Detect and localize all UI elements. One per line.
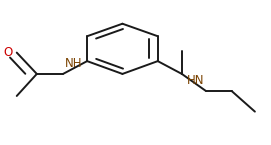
Text: HN: HN	[187, 74, 204, 87]
Text: O: O	[4, 46, 13, 59]
Text: NH: NH	[65, 57, 82, 70]
